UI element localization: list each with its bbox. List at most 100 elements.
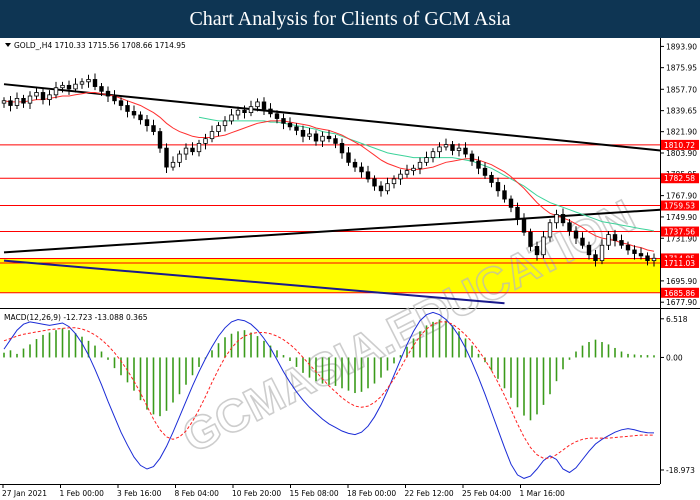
candle-body [450, 144, 455, 151]
candle-body [190, 147, 195, 153]
candle-body [645, 255, 650, 262]
candle-body [411, 167, 416, 172]
dropdown-triangle-icon[interactable] [5, 43, 11, 47]
candle-body [27, 95, 33, 104]
candle-body [274, 113, 280, 119]
horizontal-levels [0, 144, 660, 294]
candle-body [268, 108, 273, 115]
candle-body [580, 237, 585, 246]
level-labels: 1810.721782.581759.531737.561714.851711.… [661, 139, 699, 298]
macd-tick-label: -18.973 [666, 466, 695, 475]
candle-body [164, 147, 169, 168]
macd-panel: 6.518 0.00 -18.973 [3, 311, 695, 479]
candle-body [346, 152, 351, 163]
candle-body [560, 214, 566, 224]
price-tick-label: 1695.90 [666, 277, 697, 286]
trendline-lower [3, 259, 505, 305]
candle-body [326, 135, 332, 140]
candle-body [632, 249, 637, 254]
level-label-bg [661, 226, 699, 237]
candle-body [294, 126, 299, 131]
time-tick-label: 10 Feb 20:00 [232, 489, 281, 498]
candle-body [586, 244, 592, 256]
trading-chart[interactable]: GCMASIA.EDUCATION 1893.901875.951857.701… [0, 38, 700, 500]
price-tick-label: 1767.90 [666, 192, 697, 201]
candle-body [638, 253, 644, 257]
price-tick-label: 1857.70 [666, 85, 697, 94]
candle-body [99, 86, 104, 92]
candle-body [430, 151, 436, 159]
candle-body [567, 222, 572, 232]
candle-body [92, 79, 98, 87]
candle-body [625, 244, 631, 251]
time-tick-label: 27 Jan 2021 [2, 489, 47, 498]
price-tick-label: 1677.90 [666, 298, 697, 307]
level-label: 1737.56 [664, 228, 695, 237]
candle-body [391, 178, 397, 185]
level-label: 1810.72 [664, 141, 695, 150]
time-tick-label: 18 Feb 00:00 [347, 489, 396, 498]
macd-line [3, 311, 655, 479]
candle-body [53, 87, 59, 96]
level-label-bg [661, 287, 699, 298]
candle-body [541, 236, 546, 256]
candle-body [352, 161, 358, 168]
candle-body [216, 125, 221, 132]
candle-body [365, 171, 371, 180]
candle-body [118, 100, 124, 106]
time-tick-label: 1 Mar 16:00 [520, 489, 566, 498]
candle-body [66, 84, 72, 90]
candle-body [521, 218, 527, 233]
candle-body [47, 94, 52, 100]
candle-body [502, 190, 507, 200]
candle-body [34, 92, 39, 97]
candle-body [593, 254, 598, 262]
candle-body [359, 166, 364, 173]
price-tick-label: 1803.90 [666, 149, 697, 158]
candle-body [606, 234, 611, 246]
candle-body [125, 105, 130, 112]
candle-body [320, 135, 325, 142]
candle-body [14, 97, 20, 106]
candle-body [515, 206, 520, 220]
level-label-bg [661, 139, 699, 150]
candle-body [138, 114, 143, 121]
price-tick-label: 1839.65 [666, 107, 697, 116]
candle-body [463, 147, 468, 155]
candle-body [508, 198, 514, 208]
candle-body [437, 146, 442, 153]
macd-tick-label: 6.518 [666, 315, 688, 324]
candle-body [203, 138, 208, 144]
support-zone-fill [0, 258, 660, 293]
candle-body [287, 122, 293, 128]
candle-body [248, 106, 254, 114]
candle-body [476, 160, 481, 169]
candle-body [222, 120, 228, 127]
candle-body [619, 240, 624, 246]
candle-body [255, 101, 260, 108]
candle-body [495, 182, 501, 192]
candle-body [157, 131, 163, 149]
candle-body [86, 79, 91, 83]
candle-body [482, 167, 488, 176]
trendline-upper [3, 83, 661, 152]
time-axis: 27 Jan 2021 1 Feb 00:00 3 Feb 16:00 8 Feb 0… [2, 484, 565, 498]
candle-body [313, 133, 319, 142]
macd-signal-line [3, 321, 654, 459]
price-tick-label: 1731.90 [666, 234, 697, 243]
macd-tick-label: 0.00 [666, 353, 683, 362]
candle-body [333, 138, 338, 144]
trendline-mid [3, 208, 661, 254]
level-label: 1782.58 [664, 174, 695, 183]
candle-body [105, 90, 111, 97]
candle-body [21, 97, 26, 104]
candle-body [235, 109, 241, 116]
candle-body [404, 170, 410, 175]
time-tick-label: 15 Feb 08:00 [290, 489, 339, 498]
candle-body [151, 125, 156, 132]
price-header: GOLD_,H4 1710.33 1715.56 1708.66 1714.95 [14, 41, 186, 50]
level-label: 1685.86 [664, 289, 695, 298]
trendlines [3, 83, 661, 305]
candle-body [489, 174, 494, 183]
candle-body [599, 244, 605, 262]
